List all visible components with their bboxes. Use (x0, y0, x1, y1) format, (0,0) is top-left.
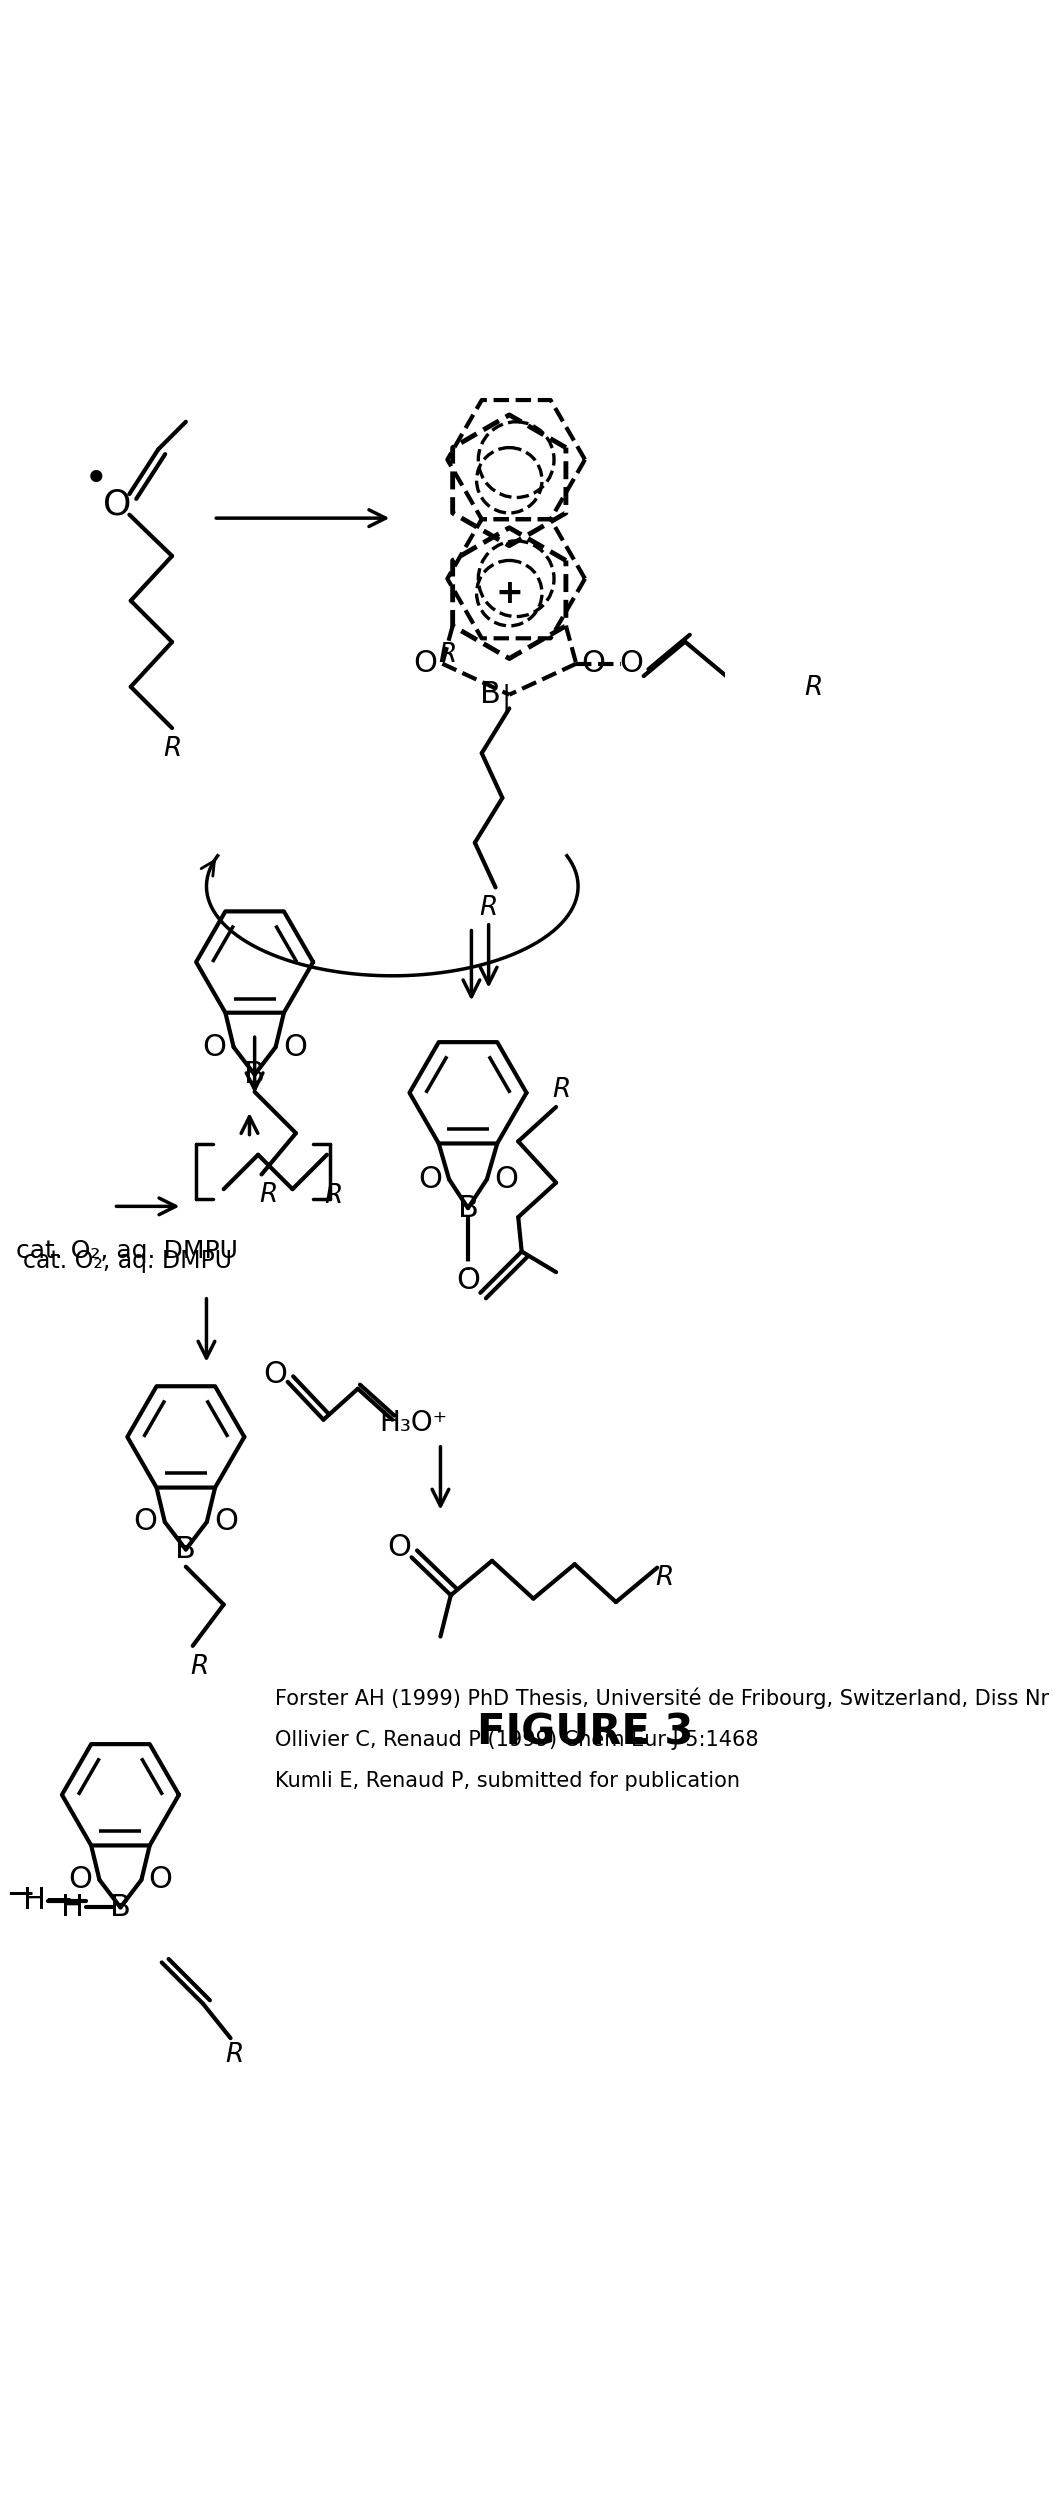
Text: FIGURE 3: FIGURE 3 (477, 1712, 693, 1755)
Text: R: R (553, 1078, 571, 1103)
Text: B: B (479, 679, 500, 709)
Text: B: B (176, 1534, 196, 1564)
Text: H: H (22, 1885, 45, 1915)
Text: H: H (61, 1893, 84, 1923)
Text: O: O (494, 1166, 518, 1193)
Text: B: B (458, 1193, 478, 1223)
Text: B: B (244, 1060, 265, 1088)
Text: |: | (501, 684, 511, 712)
Text: O: O (148, 1865, 173, 1895)
Text: R: R (655, 1564, 673, 1592)
Text: O: O (202, 1033, 226, 1060)
Text: •: • (84, 459, 108, 501)
Text: O: O (134, 1507, 158, 1537)
Text: Kumli E, Renaud P, submitted for publication: Kumli E, Renaud P, submitted for publica… (275, 1770, 740, 1790)
Text: O: O (388, 1532, 411, 1562)
Text: cat. O₂, aq. DMPU: cat. O₂, aq. DMPU (23, 1248, 232, 1274)
Text: R: R (259, 1183, 278, 1208)
Text: O: O (103, 486, 132, 521)
Text: −: − (5, 1878, 36, 1913)
Text: O: O (418, 1166, 442, 1193)
Text: H₃O⁺: H₃O⁺ (379, 1409, 448, 1437)
Text: cat. O₂, aq. DMPU: cat. O₂, aq. DMPU (17, 1238, 238, 1264)
Text: O: O (68, 1865, 93, 1895)
Text: O: O (263, 1361, 287, 1389)
Text: R: R (324, 1183, 343, 1208)
Text: O: O (619, 649, 643, 679)
Text: R: R (438, 642, 457, 667)
Text: O: O (413, 649, 437, 679)
Text: −: − (43, 1883, 74, 1918)
Text: O: O (581, 649, 605, 679)
Text: +: + (495, 577, 523, 609)
Text: Forster AH (1999) PhD Thesis, Université de Fribourg, Switzerland, Diss Nr 1242: Forster AH (1999) PhD Thesis, Université… (275, 1687, 1053, 1710)
Text: O: O (283, 1033, 306, 1060)
Text: Ollivier C, Renaud P (1999) Chem Eur J 5:1468: Ollivier C, Renaud P (1999) Chem Eur J 5… (275, 1730, 759, 1750)
Text: O: O (456, 1266, 480, 1296)
Text: R: R (224, 2043, 243, 2068)
Text: R: R (479, 895, 498, 920)
Text: R: R (191, 1655, 208, 1680)
Text: O: O (214, 1507, 238, 1537)
Text: R: R (804, 674, 822, 702)
Text: B: B (110, 1893, 131, 1923)
Text: R: R (163, 735, 181, 762)
